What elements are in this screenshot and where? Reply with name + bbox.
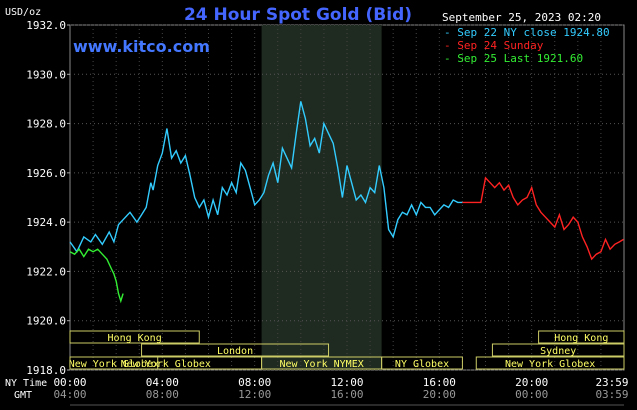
x-axis-ticks: 00:00 04:00 08:00 12:00 16:00 20:00 23:5904:00… (53, 376, 629, 406)
y-tick-label-6: 1920.0 (26, 315, 66, 328)
x-tick-gmt-5: 00:00 (515, 388, 548, 401)
y-tick-label-2: 1928.0 (26, 118, 66, 131)
session-label: London (217, 346, 253, 357)
y-tick-label-7: 1918.0 (26, 364, 66, 377)
session-6: Hong Kong (538, 330, 625, 344)
x-tick-gmt-0: 04:00 (53, 388, 86, 401)
y-tick-label-4: 1924.0 (26, 216, 66, 229)
y-tick-label-3: 1926.0 (26, 167, 66, 180)
x-tick-gmt-4: 20:00 (423, 388, 456, 401)
session-label: Hong Kong (108, 333, 162, 344)
session-label: New York Globex (505, 359, 595, 370)
session-box (491, 343, 625, 357)
x-tick-ny-6: 23:59 (595, 376, 628, 389)
grid (70, 24, 624, 371)
x-tick-gmt-6: 03:59 (595, 388, 628, 401)
x-tick-ny-1: 04:00 (146, 376, 179, 389)
session-4: New York NYMEX (261, 356, 383, 370)
session-label: New York Globex (121, 359, 211, 370)
x-tick-ny-0: 00:00 (53, 376, 86, 389)
series-line-2 (69, 248, 124, 304)
y-tick-label-5: 1922.0 (26, 265, 66, 278)
session-label: NY Globex (395, 359, 449, 370)
session-label: Hong Kong (554, 333, 608, 344)
session-box (538, 330, 625, 344)
session-box (141, 343, 330, 357)
x-tick-gmt-2: 12:00 (238, 388, 271, 401)
gmt-label: GMT (14, 390, 32, 401)
session-5: NY Globex (381, 356, 463, 370)
x-tick-ny-4: 16:00 (423, 376, 456, 389)
legend-entry-1: - Sep 24 Sunday (444, 39, 544, 52)
legend-entry-2: - Sep 25 Last 1921.60 (444, 52, 583, 65)
ny-time-label: NY Time (5, 378, 47, 389)
timestamp: September 25, 2023 02:20 (442, 11, 601, 24)
session-1: London (141, 343, 330, 357)
watermark: www.kitco.com (73, 37, 210, 56)
session-7: Sydney (491, 343, 625, 357)
x-tick-ny-2: 08:00 (238, 376, 271, 389)
session-label: New York Globex (69, 359, 159, 370)
x-tick-ny-3: 12:00 (330, 376, 363, 389)
session-8: New York Globex (475, 356, 625, 370)
session-box (475, 356, 625, 370)
legend: - Sep 22 NY close 1924.80- Sep 24 Sunday… (444, 26, 610, 65)
y-axis-ticks: 1932.0 1930.0 1928.0 1926.0 1924.0 1922.0 1920… (26, 19, 70, 377)
series-line-0 (69, 101, 463, 254)
session-0: Hong Kong (69, 330, 200, 344)
series-line-1 (462, 176, 624, 261)
chart-title: 24 Hour Spot Gold (Bid) (184, 5, 412, 25)
x-tick-gmt-3: 16:00 (330, 388, 363, 401)
session-box (69, 330, 200, 344)
unit-label: USD/oz (5, 7, 41, 18)
y-tick-label-1: 1930.0 (26, 68, 66, 81)
x-tick-ny-5: 20:00 (515, 376, 548, 389)
session-label: New York NYMEX (279, 359, 363, 370)
nymex-session-band (261, 25, 382, 370)
x-tick-gmt-1: 08:00 (146, 388, 179, 401)
y-tick-label-0: 1932.0 (26, 19, 66, 32)
series-layer (69, 101, 624, 304)
legend-entry-0: - Sep 22 NY close 1924.80 (444, 26, 610, 39)
session-box (381, 356, 463, 370)
session-label: Sydney (540, 346, 576, 357)
